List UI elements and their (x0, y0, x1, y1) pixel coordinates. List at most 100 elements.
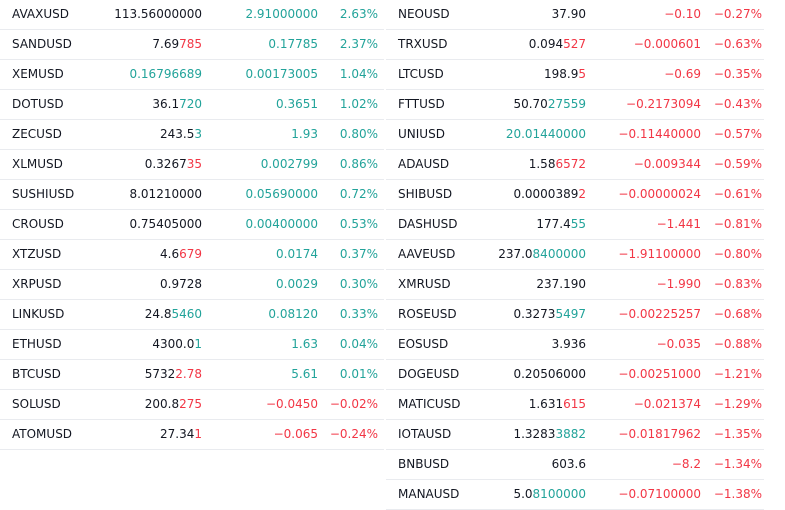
symbol-label[interactable]: LTCUSD (398, 67, 444, 81)
symbol-label[interactable]: ATOMUSD (12, 427, 73, 441)
table-row[interactable]: UNIUSD 20.01440000 −0.11440000 −0.57% (386, 120, 764, 150)
percent-change: 1.04% (339, 67, 378, 81)
symbol-label[interactable]: XMRUSD (398, 277, 451, 291)
table-row[interactable]: MANAUSD 5.08100000 −0.07100000 −1.38% (386, 480, 764, 510)
price-change: 0.0029 (276, 277, 318, 291)
last-price: 5.08100000 (513, 480, 586, 509)
percent-change: −0.80% (713, 247, 762, 261)
table-row[interactable]: XEMUSD 0.16796689 0.00173005 1.04% (0, 60, 384, 90)
symbol-label[interactable]: ADAUSD (398, 157, 450, 171)
table-row[interactable]: LINKUSD 24.85460 0.08120 0.33% (0, 300, 384, 330)
symbol-label[interactable]: CROUSD (12, 217, 64, 231)
last-price-base: 1.631 (528, 397, 564, 411)
table-row[interactable]: CROUSD 0.75405000 0.00400000 0.53% (0, 210, 384, 240)
table-row[interactable]: AVAXUSD 113.56000000 2.91000000 2.63% (0, 0, 384, 30)
percent-change: −1.21% (713, 367, 762, 381)
symbol-label[interactable]: EOSUSD (398, 337, 449, 351)
table-row[interactable]: ROSEUSD 0.32735497 −0.00225257 −0.68% (386, 300, 764, 330)
price-change: −0.01817962 (618, 427, 701, 441)
table-row[interactable]: IOTAUSD 1.32833882 −0.01817962 −1.35% (386, 420, 764, 450)
price-change: 0.3651 (276, 97, 318, 111)
table-row[interactable]: MATICUSD 1.631615 −0.021374 −1.29% (386, 390, 764, 420)
last-price-base: 4300.0 (152, 337, 195, 351)
table-row[interactable]: DOGEUSD 0.20506000 −0.00251000 −1.21% (386, 360, 764, 390)
symbol-label[interactable]: SANDUSD (12, 37, 72, 51)
symbol-label[interactable]: MANAUSD (398, 487, 460, 501)
symbol-label[interactable]: ZECUSD (12, 127, 62, 141)
last-price-base: 177.4 (536, 217, 571, 231)
table-row[interactable]: ETHUSD 4300.01 1.63 0.04% (0, 330, 384, 360)
price-change: −1.91100000 (618, 247, 701, 261)
table-row[interactable]: SUSHIUSD 8.01210000 0.05690000 0.72% (0, 180, 384, 210)
last-price-base: 200.8 (144, 397, 180, 411)
last-price-changed-digits: 55 (570, 217, 586, 231)
last-price-changed-digits: 527 (563, 37, 586, 51)
symbol-label[interactable]: MATICUSD (398, 397, 461, 411)
last-price: 8.01210000 (129, 180, 202, 209)
table-row[interactable]: XTZUSD 4.6679 0.0174 0.37% (0, 240, 384, 270)
symbol-label[interactable]: DOGEUSD (398, 367, 460, 381)
table-row[interactable]: EOSUSD 3.936 −0.035 −0.88% (386, 330, 764, 360)
price-change: 0.08120 (268, 307, 318, 321)
table-row[interactable]: AAVEUSD 237.08400000 −1.91100000 −0.80% (386, 240, 764, 270)
last-price-changed-digits: 1 (194, 337, 202, 351)
percent-change: −1.29% (713, 397, 762, 411)
price-change: 1.63 (291, 337, 318, 351)
last-price-changed-digits: 785 (179, 37, 202, 51)
table-row[interactable]: XRPUSD 0.9728 0.0029 0.30% (0, 270, 384, 300)
table-row[interactable]: LTCUSD 198.95 −0.69 −0.35% (386, 60, 764, 90)
symbol-label[interactable]: LINKUSD (12, 307, 65, 321)
price-change: 0.0174 (276, 247, 318, 261)
symbol-label[interactable]: XEMUSD (12, 67, 64, 81)
last-price: 113.56000000 (114, 0, 202, 29)
symbol-label[interactable]: NEOUSD (398, 7, 450, 21)
symbol-label[interactable]: AAVEUSD (398, 247, 456, 261)
last-price-base: 0.20506000 (513, 367, 586, 381)
table-row[interactable]: NEOUSD 37.90 −0.10 −0.27% (386, 0, 764, 30)
table-row[interactable]: ATOMUSD 27.341 −0.065 −0.24% (0, 420, 384, 450)
symbol-label[interactable]: UNIUSD (398, 127, 445, 141)
symbol-label[interactable]: IOTAUSD (398, 427, 452, 441)
last-price-changed-digits: 27559 (547, 97, 586, 111)
percent-change: 2.63% (339, 7, 378, 21)
symbol-label[interactable]: ROSEUSD (398, 307, 457, 321)
symbol-label[interactable]: SUSHIUSD (12, 187, 75, 201)
symbol-label[interactable]: XRPUSD (12, 277, 62, 291)
symbol-label[interactable]: BTCUSD (12, 367, 61, 381)
symbol-label[interactable]: TRXUSD (398, 37, 448, 51)
table-row[interactable]: SOLUSD 200.8275 −0.0450 −0.02% (0, 390, 384, 420)
symbol-label[interactable]: SOLUSD (12, 397, 61, 411)
symbol-label[interactable]: BNBUSD (398, 457, 450, 471)
table-row[interactable]: DASHUSD 177.455 −1.441 −0.81% (386, 210, 764, 240)
table-row[interactable]: XLMUSD 0.326735 0.002799 0.86% (0, 150, 384, 180)
last-price: 237.190 (536, 270, 586, 299)
last-price-changed-digits: 2.78 (175, 367, 202, 381)
table-row[interactable]: ADAUSD 1.586572 −0.009344 −0.59% (386, 150, 764, 180)
table-row[interactable]: ZECUSD 243.53 1.93 0.80% (0, 120, 384, 150)
table-row[interactable]: BTCUSD 57322.78 5.61 0.01% (0, 360, 384, 390)
table-row[interactable]: XMRUSD 237.190 −1.990 −0.83% (386, 270, 764, 300)
symbol-label[interactable]: AVAXUSD (12, 7, 69, 21)
symbol-label[interactable]: DOTUSD (12, 97, 64, 111)
symbol-label[interactable]: XLMUSD (12, 157, 63, 171)
table-row[interactable]: SANDUSD 7.69785 0.17785 2.37% (0, 30, 384, 60)
table-row[interactable]: DOTUSD 36.1720 0.3651 1.02% (0, 90, 384, 120)
table-row[interactable]: TRXUSD 0.094527 −0.000601 −0.63% (386, 30, 764, 60)
price-change: −0.009344 (633, 157, 701, 171)
symbol-label[interactable]: ETHUSD (12, 337, 62, 351)
percent-change: 0.86% (339, 157, 378, 171)
percent-change: −0.59% (713, 157, 762, 171)
symbol-label[interactable]: DASHUSD (398, 217, 458, 231)
price-change: −0.00225257 (618, 307, 701, 321)
last-price-base: 50.70 (513, 97, 548, 111)
symbol-label[interactable]: FTTUSD (398, 97, 445, 111)
table-row[interactable]: FTTUSD 50.7027559 −0.2173094 −0.43% (386, 90, 764, 120)
symbol-label[interactable]: XTZUSD (12, 247, 62, 261)
table-row[interactable]: SHIBUSD 0.00003892 −0.00000024 −0.61% (386, 180, 764, 210)
last-price: 243.53 (160, 120, 202, 149)
table-row[interactable]: BNBUSD 603.6 −8.2 −1.34% (386, 450, 764, 480)
last-price-base: 0.9728 (160, 277, 202, 291)
symbol-label[interactable]: SHIBUSD (398, 187, 453, 201)
last-price: 237.08400000 (498, 240, 586, 269)
percent-change: 0.04% (339, 337, 378, 351)
